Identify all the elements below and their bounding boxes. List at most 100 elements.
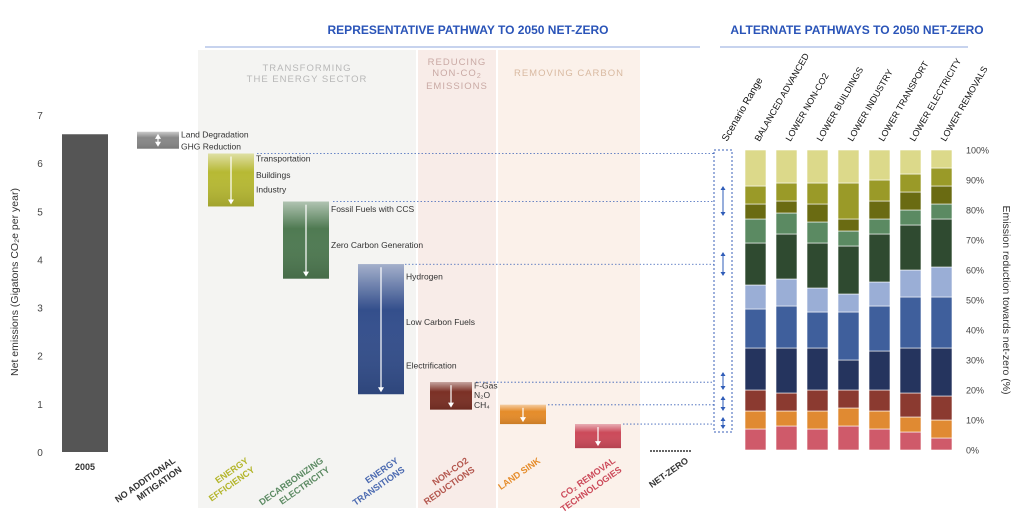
segment-fossil-fuels-with-ccs <box>806 221 829 244</box>
segment-label-zero-carbon-generation: Zero Carbon Generation <box>331 240 423 250</box>
segment-hydrogen <box>775 278 798 307</box>
waterfall-bar-energy-transitions <box>358 264 404 395</box>
segment-electrification <box>868 350 891 391</box>
scenario-range-arrow-4 <box>720 417 726 429</box>
reduction-arrow-head-up <box>155 133 161 139</box>
waterfall-bar-decarbonizing-electricity <box>283 201 329 279</box>
segment-label-low-carbon-fuels: Low Carbon Fuels <box>406 317 475 327</box>
segment-co2-removal-technologies <box>930 437 953 451</box>
left-tick-label-1: 1 <box>37 400 43 411</box>
section-bg-nonco2 <box>418 50 496 508</box>
left-tick-label-3: 3 <box>37 304 43 315</box>
segment-transportation <box>899 149 922 175</box>
header-main: REPRESENTATIVE PATHWAY TO 2050 NET-ZERO <box>328 23 609 37</box>
segment-label-land-degradation: Land Degradation <box>181 129 249 139</box>
segment-label-fossil-fuels-with-ccs: Fossil Fuels with CCS <box>331 204 414 214</box>
segment-transportation <box>806 149 829 184</box>
segment-hydrogen <box>868 281 891 307</box>
left-y-axis-title: Net emissions (Gigatons CO₂e per year) <box>9 188 21 376</box>
segment-buildings <box>806 182 829 205</box>
segment-electrification <box>930 347 953 397</box>
waterfall-bar-land-sink <box>500 404 546 425</box>
waterfall-bar-co-removal-technologies <box>575 424 621 449</box>
header-alt: ALTERNATE PATHWAYS TO 2050 NET-ZERO <box>730 23 983 37</box>
segment-label-f-gas: F-Gas <box>474 381 498 391</box>
segment-low-carbon-fuels <box>868 305 891 352</box>
pathway-bar-lower-electricity <box>899 149 922 451</box>
segment-non-co2-reductions <box>930 395 953 421</box>
segment-non-co2-reductions <box>899 392 922 418</box>
segment-low-carbon-fuels <box>930 296 953 349</box>
category-label-net-zero: NET-ZERO <box>647 455 690 489</box>
segment-land-sink <box>899 416 922 433</box>
segment-land-sink <box>744 410 767 430</box>
reduction-arrow-head <box>448 402 454 408</box>
segment-zero-carbon-generation <box>868 233 891 283</box>
segment-hydrogen <box>930 266 953 298</box>
segment-non-co2-reductions <box>775 392 798 412</box>
segment-industry <box>930 185 953 205</box>
segment-hydrogen <box>899 269 922 298</box>
segment-buildings <box>744 185 767 205</box>
alternate-pathways-series <box>744 149 953 451</box>
segment-label-hydrogen: Hydrogen <box>406 271 443 281</box>
segment-electrification <box>806 347 829 391</box>
segment-transportation <box>868 149 891 181</box>
segment-industry <box>868 200 891 220</box>
segment-non-co2-reductions <box>744 389 767 412</box>
segment-fossil-fuels-with-ccs <box>899 209 922 226</box>
section-title-nonco2: REDUCING NON-CO2 EMISSIONS <box>426 57 488 92</box>
category-label-no-additional-mitigation: NO ADDITIONALMITIGATION <box>113 455 184 513</box>
segment-transportation <box>775 149 798 184</box>
right-tick-label-10: 100% <box>966 146 989 156</box>
segment-co2-removal-technologies <box>868 428 891 451</box>
pathway-bar-lower-removals <box>930 149 953 451</box>
segment-land-sink <box>775 410 798 427</box>
left-tick-label-0: 0 <box>37 448 43 459</box>
left-tick-label-5: 5 <box>37 207 43 218</box>
segment-low-carbon-fuels <box>837 311 860 361</box>
segment-label-electrification: Electrification <box>406 360 457 370</box>
pathway-bar-lower-buildings <box>806 149 829 451</box>
segment-label-ghg-reduction: GHG Reduction <box>181 141 241 151</box>
waterfall-bar-2005 <box>62 134 108 452</box>
right-y-axis: 0% 10% 20% 30% 40% 50% 60% 70% 80% 90% 100% <box>966 146 989 456</box>
pathway-bar-lower-non-co2 <box>775 149 798 451</box>
segment-buildings <box>775 182 798 202</box>
right-y-axis-title: Emission reduction towards net-zero (%) <box>1000 205 1012 394</box>
scenario-range-box <box>713 149 733 433</box>
waterfall-bar-non-co2-reductions <box>430 382 472 410</box>
segment-hydrogen <box>744 284 767 310</box>
segment-label-transportation: Transportation <box>256 153 311 163</box>
pathway-bar-lower-industry <box>837 149 860 451</box>
segment-industry <box>775 200 798 214</box>
segment-co2-removal-technologies <box>744 428 767 451</box>
waterfall-bar-no-additional-mitigation <box>137 131 179 149</box>
left-y-axis: 0 1 2 3 4 5 6 7 <box>37 111 43 459</box>
segment-non-co2-reductions <box>806 389 829 412</box>
scenario-range-arrow-3 <box>720 396 726 411</box>
segment-co2-removal-technologies <box>806 428 829 451</box>
segment-buildings <box>930 167 953 187</box>
segment-co2-removal-technologies <box>899 431 922 451</box>
segment-zero-carbon-generation <box>775 233 798 280</box>
segment-fossil-fuels-with-ccs <box>930 203 953 220</box>
segment-land-sink <box>868 410 891 430</box>
segment-industry <box>744 203 767 220</box>
segment-electrification <box>775 347 798 394</box>
segment-low-carbon-fuels <box>744 308 767 349</box>
segment-zero-carbon-generation <box>930 218 953 268</box>
segment-co2-removal-technologies <box>775 425 798 451</box>
segment-zero-carbon-generation <box>806 242 829 289</box>
segment-land-sink <box>837 407 860 427</box>
segment-buildings <box>837 182 860 220</box>
right-tick-label-7: 70% <box>966 236 984 246</box>
segment-non-co2-reductions <box>837 389 860 409</box>
segment-electrification <box>744 347 767 391</box>
segment-industry <box>899 191 922 211</box>
segment-industry <box>837 218 860 232</box>
left-tick-label-6: 6 <box>37 159 43 170</box>
segment-label-buildings: Buildings <box>256 170 291 180</box>
right-tick-label-5: 50% <box>966 296 984 306</box>
